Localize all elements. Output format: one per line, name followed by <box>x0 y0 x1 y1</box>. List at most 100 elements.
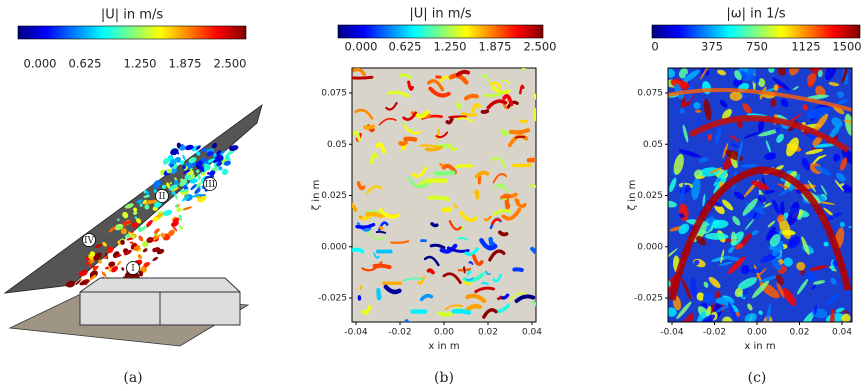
vorticity-patch <box>703 98 712 122</box>
vorticity-patch <box>836 91 844 99</box>
vorticity-patch <box>719 99 728 108</box>
velocity-streak <box>411 166 428 178</box>
flow-blob <box>108 261 116 267</box>
velocity-streak <box>498 230 509 237</box>
vorticity-patch <box>768 184 774 190</box>
velocity-streak <box>442 272 462 285</box>
velocity-streak <box>446 246 470 253</box>
flow-blob <box>184 174 191 180</box>
vorticity-patch <box>715 290 721 299</box>
flow-blob <box>108 265 111 273</box>
velocity-streak <box>356 222 372 232</box>
x-tick-label: 0.04 <box>832 328 852 338</box>
velocity-streak <box>404 319 412 322</box>
colorbar-title: |ω| in 1/s <box>726 7 785 22</box>
vorticity-patch <box>840 157 848 171</box>
flow-blob <box>172 217 180 223</box>
flow-blob <box>206 151 214 157</box>
vorticity-patch <box>703 281 709 288</box>
vorticity-patch <box>777 68 787 76</box>
velocity-streak <box>489 81 502 89</box>
vorticity-patch <box>758 118 765 133</box>
velocity-streak <box>448 220 462 231</box>
flow-blob <box>179 180 186 187</box>
colorbar-tick-label: 2.500 <box>524 40 557 54</box>
vorticity-patch <box>699 167 720 177</box>
vorticity-patch <box>829 309 835 322</box>
colorbar <box>337 24 544 39</box>
velocity-streak <box>509 292 527 301</box>
flow-blob <box>197 173 201 181</box>
flow-blob <box>190 184 197 191</box>
velocity-streak <box>471 254 484 266</box>
vorticity-patch <box>841 313 851 322</box>
flow-blob <box>122 211 129 219</box>
y-tick-label: -0.025 <box>318 294 347 304</box>
x-axis-label: x in m <box>428 341 459 352</box>
flow-blob <box>133 245 141 251</box>
vorticity-patch <box>758 194 767 203</box>
vorticity-patch <box>788 235 801 249</box>
vorticity-patch <box>758 275 779 283</box>
flow-blob <box>162 157 170 165</box>
vorticity-patch <box>676 301 692 320</box>
vorticity-patch <box>806 106 830 119</box>
vorticity-patch <box>773 84 779 92</box>
x-tick-label: -0.02 <box>703 328 726 338</box>
velocity-streak <box>352 202 358 212</box>
vorticity-patch <box>801 157 810 171</box>
vorticity-patch <box>695 109 702 113</box>
flow-blob <box>138 235 144 242</box>
y-tick-label: 0.000 <box>637 242 663 252</box>
flow-blob <box>211 142 217 149</box>
flow-blob <box>129 241 134 244</box>
vorticity-patch <box>717 69 727 76</box>
velocity-streak <box>366 185 383 195</box>
x-tick-label: 0.04 <box>522 328 542 338</box>
vorticity-patch <box>820 184 828 196</box>
vorticity-patch <box>728 256 746 275</box>
velocity-streak <box>439 75 451 83</box>
velocity-streak <box>491 218 502 225</box>
velocity-streak <box>376 287 382 301</box>
vorticity-patch <box>813 143 837 148</box>
velocity-streak <box>416 275 426 285</box>
vorticity-patch <box>743 131 761 139</box>
velocity-streak <box>383 284 402 295</box>
flow-blob <box>120 228 127 235</box>
flow-blob <box>174 193 178 200</box>
flow-blob <box>106 246 114 254</box>
vorticity-patch <box>841 149 852 166</box>
flow-blob <box>143 262 150 268</box>
velocity-streak <box>369 152 378 165</box>
y-tick-label: 0.075 <box>321 89 347 99</box>
velocity-streak <box>459 210 478 222</box>
region-label: IV <box>84 236 95 246</box>
velocity-streak <box>481 73 490 83</box>
velocity-streak <box>485 270 491 276</box>
flow-blob <box>194 187 201 195</box>
flow-blob <box>156 248 165 255</box>
vorticity-patch <box>704 232 729 240</box>
vorticity-patch <box>796 261 806 271</box>
vorticity-patch <box>690 276 697 298</box>
flow-blob <box>136 218 142 224</box>
vorticity-patch <box>730 143 739 148</box>
vorticity-patch <box>681 278 692 301</box>
colorbar-tick-label: 1.875 <box>479 40 512 54</box>
flow-blob <box>79 280 88 285</box>
flow-blob <box>114 223 124 231</box>
vorticity-patch <box>813 280 826 285</box>
y-tick-label: 0.025 <box>321 191 347 201</box>
vorticity-patch <box>708 167 722 174</box>
velocity-streak <box>445 117 454 125</box>
vorticity-patch <box>779 229 783 236</box>
velocity-streak <box>488 249 506 262</box>
flow-blob <box>101 271 107 277</box>
vorticity-patch <box>696 292 705 301</box>
vorticity-patch <box>787 202 800 226</box>
flow-blob <box>85 261 91 265</box>
flow-blob <box>94 243 103 248</box>
velocity-streak <box>399 73 412 79</box>
vorticity-patch <box>749 268 762 274</box>
